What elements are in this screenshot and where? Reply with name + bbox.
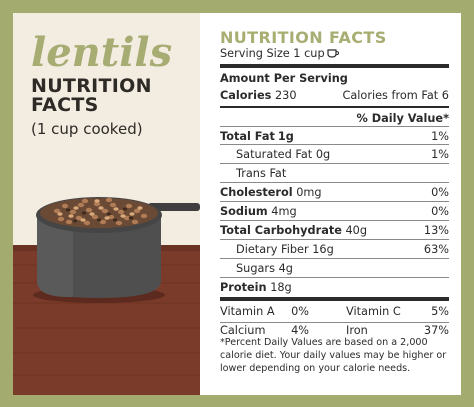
label-title: NUTRITION FACTS: [220, 28, 387, 47]
divider: [220, 144, 449, 145]
daily-value-header: % Daily Value*: [356, 111, 449, 125]
left-heading: NUTRITION FACTS: [31, 77, 152, 115]
left-heading-line1: NUTRITION: [31, 75, 152, 97]
iron-label: Iron: [346, 324, 368, 337]
vitamin-row-2: Calcium 4% Iron 37%: [220, 324, 449, 340]
vitamin-a-value: 0%: [291, 305, 309, 318]
nutrient-row-trans-fat: Trans Fat: [236, 166, 287, 180]
amount-per-serving: Amount Per Serving: [220, 71, 348, 85]
calcium-label: Calcium: [220, 324, 266, 337]
nutrient-row-protein: Protein 18g: [220, 280, 292, 294]
calories-label: Calories: [220, 88, 272, 102]
vitamin-c-value: 5%: [431, 305, 449, 318]
left-subtitle: (1 cup cooked): [31, 120, 143, 138]
divider: [220, 201, 449, 202]
serving-size: Serving Size 1 cup: [220, 47, 340, 62]
footnote: *Percent Daily Values are based on a 2,0…: [220, 337, 447, 374]
nutrient-row-sugars: Sugars 4g: [236, 261, 293, 275]
brand-title: lentils: [31, 29, 173, 76]
serving-size-text: Serving Size 1 cup: [220, 47, 325, 60]
iron-value: 37%: [423, 324, 449, 337]
calcium-value: 4%: [291, 324, 309, 337]
divider-medium: [220, 106, 449, 108]
nutrient-row-sodium: Sodium 4mg 0%: [220, 204, 449, 218]
nutrient-row-dietary-fiber: Dietary Fiber 16g 63%: [236, 242, 449, 256]
divider: [220, 220, 449, 221]
vitamin-a-label: Vitamin A: [220, 305, 275, 318]
calories-row: Calories 230 Calories from Fat 6: [220, 87, 449, 103]
nutrition-label: NUTRITION FACTS Serving Size 1 cup Amoun…: [200, 13, 461, 395]
divider: [220, 258, 449, 259]
calories-from-fat: Calories from Fat 6: [342, 88, 449, 102]
vitamin-row-1: Vitamin A 0% Vitamin C 5%: [220, 305, 449, 321]
nutrient-row-total-fat: Total Fat 1g 1%: [220, 129, 449, 143]
pot-handle: [148, 203, 200, 211]
vitamin-c-label: Vitamin C: [346, 305, 401, 318]
divider: [220, 239, 449, 240]
nutrient-row-total-carbohydrate: Total Carbohydrate 40g 13%: [220, 223, 449, 237]
cup-icon: [327, 48, 340, 62]
left-heading-line2: FACTS: [31, 94, 99, 116]
divider: [220, 163, 449, 164]
divider-thick: [220, 64, 449, 68]
nutrient-row-cholesterol: Cholesterol 0mg 0%: [220, 185, 449, 199]
illustration-panel: lentils NUTRITION FACTS (1 cup cooked): [13, 13, 200, 395]
divider: [220, 126, 449, 127]
divider: [220, 322, 449, 323]
divider: [220, 277, 449, 278]
divider: [220, 182, 449, 183]
nutrient-row-saturated-fat: Saturated Fat 0g 1%: [236, 147, 449, 161]
lentil-pot-illustration: [13, 197, 200, 395]
calories-value: 230: [274, 88, 297, 102]
divider-thick: [220, 297, 449, 301]
